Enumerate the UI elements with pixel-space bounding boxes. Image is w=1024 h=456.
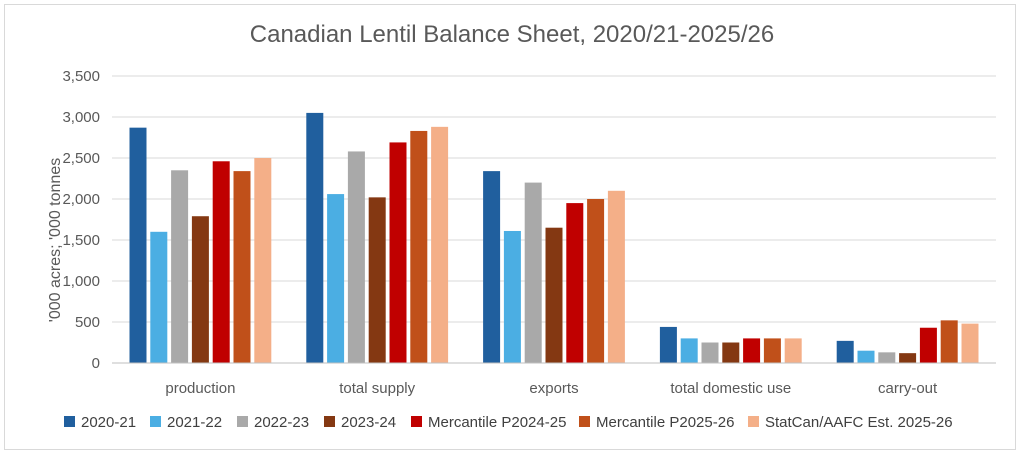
bar xyxy=(763,338,781,363)
bar xyxy=(327,194,345,363)
y-axis-ticks: 0 500 1,000 1,500 2,000 2,500 3,000 3,500 xyxy=(62,68,100,372)
bar xyxy=(659,326,677,363)
y-tick-label: 0 xyxy=(92,355,100,372)
bar xyxy=(212,161,230,363)
chart-title: Canadian Lentil Balance Sheet, 2020/21-2… xyxy=(250,21,774,48)
x-tick-label: exports xyxy=(529,380,578,397)
legend-swatch xyxy=(411,416,422,427)
x-tick-label: total supply xyxy=(339,380,415,397)
legend-swatch xyxy=(748,416,759,427)
legend-swatch xyxy=(324,416,335,427)
bar xyxy=(545,227,563,363)
bar xyxy=(587,199,605,363)
y-axis-title: '000 acres; '000 tonnes xyxy=(47,158,64,322)
bar xyxy=(347,151,365,363)
bar xyxy=(233,171,251,363)
bar xyxy=(919,327,937,363)
bar xyxy=(701,342,719,363)
bar xyxy=(503,230,521,363)
x-tick-label: total domestic use xyxy=(670,380,791,397)
bar xyxy=(743,338,761,363)
y-tick-label: 500 xyxy=(75,314,100,331)
bar xyxy=(191,216,209,363)
bar xyxy=(722,342,740,363)
bar xyxy=(899,353,917,363)
bar xyxy=(129,127,147,363)
bar xyxy=(857,350,875,363)
bar xyxy=(566,203,584,363)
y-tick-label: 2,500 xyxy=(62,150,100,167)
y-tick-label: 3,000 xyxy=(62,109,100,126)
legend-label: Mercantile P2024-25 xyxy=(428,414,566,431)
bar xyxy=(431,126,449,363)
bar xyxy=(410,130,428,363)
bar xyxy=(940,320,958,363)
legend-label: 2022-23 xyxy=(254,414,309,431)
legend: 2020-21 2021-22 2022-23 2023-24 Mercantile P… xyxy=(64,414,953,431)
bar xyxy=(171,170,189,363)
bar xyxy=(524,182,542,363)
bar xyxy=(389,142,407,363)
bar xyxy=(483,171,501,363)
bar xyxy=(784,338,802,363)
legend-label: 2020-21 xyxy=(81,414,136,431)
y-tick-label: 1,500 xyxy=(62,232,100,249)
bar xyxy=(150,231,168,363)
bar xyxy=(961,323,979,363)
legend-swatch xyxy=(579,416,590,427)
legend-swatch xyxy=(150,416,161,427)
bar xyxy=(680,338,698,363)
legend-label: Mercantile P2025-26 xyxy=(596,414,734,431)
bar xyxy=(368,197,386,363)
x-axis-ticks: production total supply exports total domes… xyxy=(165,380,938,397)
y-tick-label: 2,000 xyxy=(62,191,100,208)
bar xyxy=(836,340,854,363)
x-tick-label: production xyxy=(165,380,235,397)
y-tick-label: 3,500 xyxy=(62,68,100,85)
bar xyxy=(607,190,625,363)
legend-swatch xyxy=(64,416,75,427)
bar xyxy=(878,352,896,363)
bar xyxy=(306,112,324,364)
y-tick-label: 1,000 xyxy=(62,273,100,290)
legend-label: 2023-24 xyxy=(341,414,396,431)
legend-label: 2021-22 xyxy=(167,414,222,431)
bar xyxy=(254,158,272,363)
legend-swatch xyxy=(237,416,248,427)
x-tick-label: carry-out xyxy=(878,380,938,397)
legend-label: StatCan/AAFC Est. 2025-26 xyxy=(765,414,953,431)
bars xyxy=(129,112,979,364)
